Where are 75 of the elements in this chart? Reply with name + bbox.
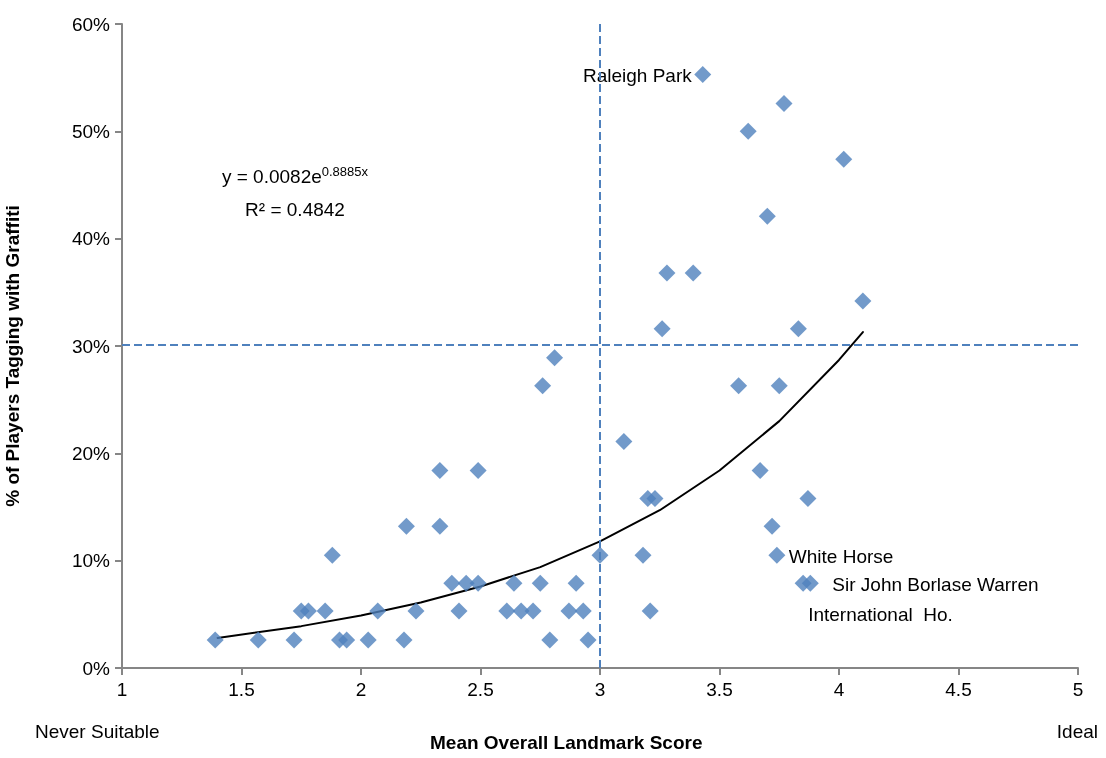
y-tick-label: 60% <box>71 13 111 35</box>
point <box>316 602 334 620</box>
point <box>854 292 872 310</box>
x-tick-label: 3.5 <box>706 679 733 700</box>
annotation: Sir John Borlase Warren <box>832 573 1039 595</box>
x-tick-label: 1 <box>116 679 128 700</box>
point <box>641 602 659 620</box>
point <box>323 546 341 564</box>
point <box>524 602 542 620</box>
point <box>739 122 757 140</box>
point <box>299 602 317 620</box>
x-tick-label: 3 <box>594 679 606 700</box>
point <box>730 377 748 395</box>
point <box>801 574 819 592</box>
point <box>653 320 671 338</box>
point <box>531 574 549 592</box>
point <box>835 150 853 168</box>
x-tick-label: 1.5 <box>228 679 255 700</box>
point <box>498 602 516 620</box>
point <box>249 631 267 649</box>
annotation: International Ho. <box>808 603 953 625</box>
x-tick-label: 4.5 <box>945 679 972 700</box>
point <box>338 631 356 649</box>
point <box>634 546 652 564</box>
y-tick-label: 20% <box>71 442 111 464</box>
annotation: R² = 0.4842 <box>245 198 345 220</box>
point <box>285 631 303 649</box>
point <box>758 207 776 225</box>
x-tick-label: 2 <box>355 679 367 700</box>
point <box>658 264 676 282</box>
y-tick-label: 10% <box>71 550 111 572</box>
point <box>469 462 487 480</box>
point <box>534 377 552 395</box>
point <box>541 631 559 649</box>
point <box>206 631 224 649</box>
point <box>546 349 564 367</box>
x-tick-label: 2.5 <box>467 679 494 700</box>
text: Ideal <box>1056 720 1098 742</box>
point <box>567 574 585 592</box>
x-tick-label: 5 <box>1072 679 1084 700</box>
point <box>789 320 807 338</box>
point <box>770 377 788 395</box>
y-tick-label: 30% <box>71 335 111 357</box>
y-tick-label: 50% <box>71 120 111 142</box>
annotation: White Horse <box>788 545 894 567</box>
x-tick-label: 4 <box>833 679 845 700</box>
point <box>369 602 387 620</box>
y-axis-title: % of Players Tagging with Graffiti <box>1 205 23 507</box>
point <box>431 517 449 535</box>
point <box>799 489 817 507</box>
point <box>694 65 712 83</box>
point <box>450 602 468 620</box>
point <box>574 602 592 620</box>
point <box>684 264 702 282</box>
point <box>579 631 597 649</box>
point <box>395 631 413 649</box>
y-tick-label: 40% <box>71 228 111 250</box>
point <box>397 517 415 535</box>
point <box>469 574 487 592</box>
x-axis-title: Mean Overall Landmark Score <box>430 732 703 753</box>
point <box>505 574 523 592</box>
text: Never Suitable <box>35 720 160 742</box>
point <box>431 462 449 480</box>
y-tick-label: 0% <box>82 657 111 679</box>
point <box>763 517 781 535</box>
point <box>359 631 377 649</box>
annotation: Raleigh Park <box>582 64 693 86</box>
point <box>407 602 425 620</box>
point <box>560 602 578 620</box>
point <box>443 574 461 592</box>
point <box>775 94 793 112</box>
point <box>615 433 633 451</box>
point <box>751 462 769 480</box>
point <box>646 489 664 507</box>
point <box>768 546 786 564</box>
